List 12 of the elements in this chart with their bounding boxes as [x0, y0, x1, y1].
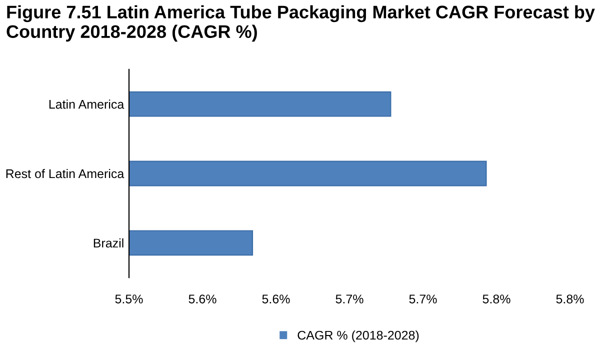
x-tick-label: 5.6% — [262, 294, 290, 304]
x-tick-label: 5.5% — [115, 294, 143, 304]
x-tick-label: 5.8% — [556, 294, 584, 304]
chart-title: Figure 7.51 Latin America Tube Packaging Market CAGR Forecast by Country 2018-2028 (CAGR %) — [6, 5, 595, 42]
x-tick-label: 5.7% — [336, 294, 364, 304]
x-tick-label: 5.8% — [482, 294, 510, 304]
y-tick-label: Brazil — [94, 238, 124, 248]
legend-label: CAGR % (2018-2028) — [298, 330, 419, 342]
x-tick-label: 5.7% — [409, 294, 437, 304]
x-tick-label: 5.6% — [188, 294, 216, 304]
y-tick-label: Rest of Latin America — [6, 168, 124, 178]
y-tick-label: Latin America — [49, 100, 124, 109]
